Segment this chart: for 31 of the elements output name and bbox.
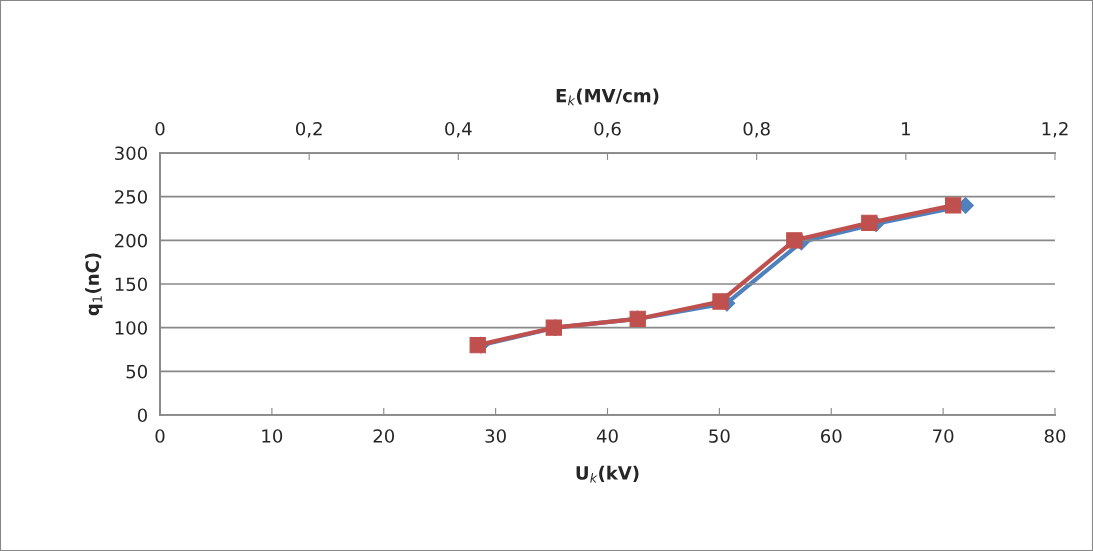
- x-tick-label: 50: [709, 429, 730, 443]
- x-axis-title: U$_{k}$(kV): [576, 465, 639, 483]
- point: [786, 232, 803, 249]
- x2-tick-label: 0,6: [594, 121, 621, 138]
- y-tick-label: 200: [115, 233, 147, 248]
- y-tick-label: 50: [126, 364, 147, 379]
- x2-tick-label: 1,2: [1042, 121, 1068, 138]
- point: [861, 214, 878, 232]
- y-tick-label: 150: [115, 277, 147, 292]
- x2-tick-label: 0,2: [296, 121, 322, 138]
- y-tick-label: 300: [115, 146, 147, 161]
- x2-tick-label: 0,8: [743, 121, 770, 138]
- y-tick-label: 100: [115, 321, 147, 335]
- x-tick-label: 10: [262, 429, 283, 443]
- x-tick-label: 30: [485, 429, 506, 443]
- point: [945, 197, 962, 214]
- x-tick-label: 80: [1044, 429, 1066, 443]
- x2-tick-label: 1: [902, 122, 910, 136]
- y-axis-title: q$_{1}$(nC): [85, 253, 103, 316]
- x-tick-label: 70: [933, 429, 954, 443]
- y-tick-label: 0: [137, 408, 147, 423]
- x-tick-label: 60: [821, 429, 842, 443]
- y-tick-label: 250: [115, 190, 147, 204]
- x-tick-label: 0: [155, 429, 165, 443]
- point: [712, 293, 729, 310]
- x2-tick-label: 0,4: [445, 121, 472, 138]
- x-tick-label: 40: [596, 429, 618, 443]
- x2-axis-title: E$_{k}$(MV/cm): [556, 88, 659, 106]
- point: [469, 336, 486, 354]
- x2-tick-label: 0: [155, 121, 165, 136]
- x-tick-label: 20: [373, 429, 395, 443]
